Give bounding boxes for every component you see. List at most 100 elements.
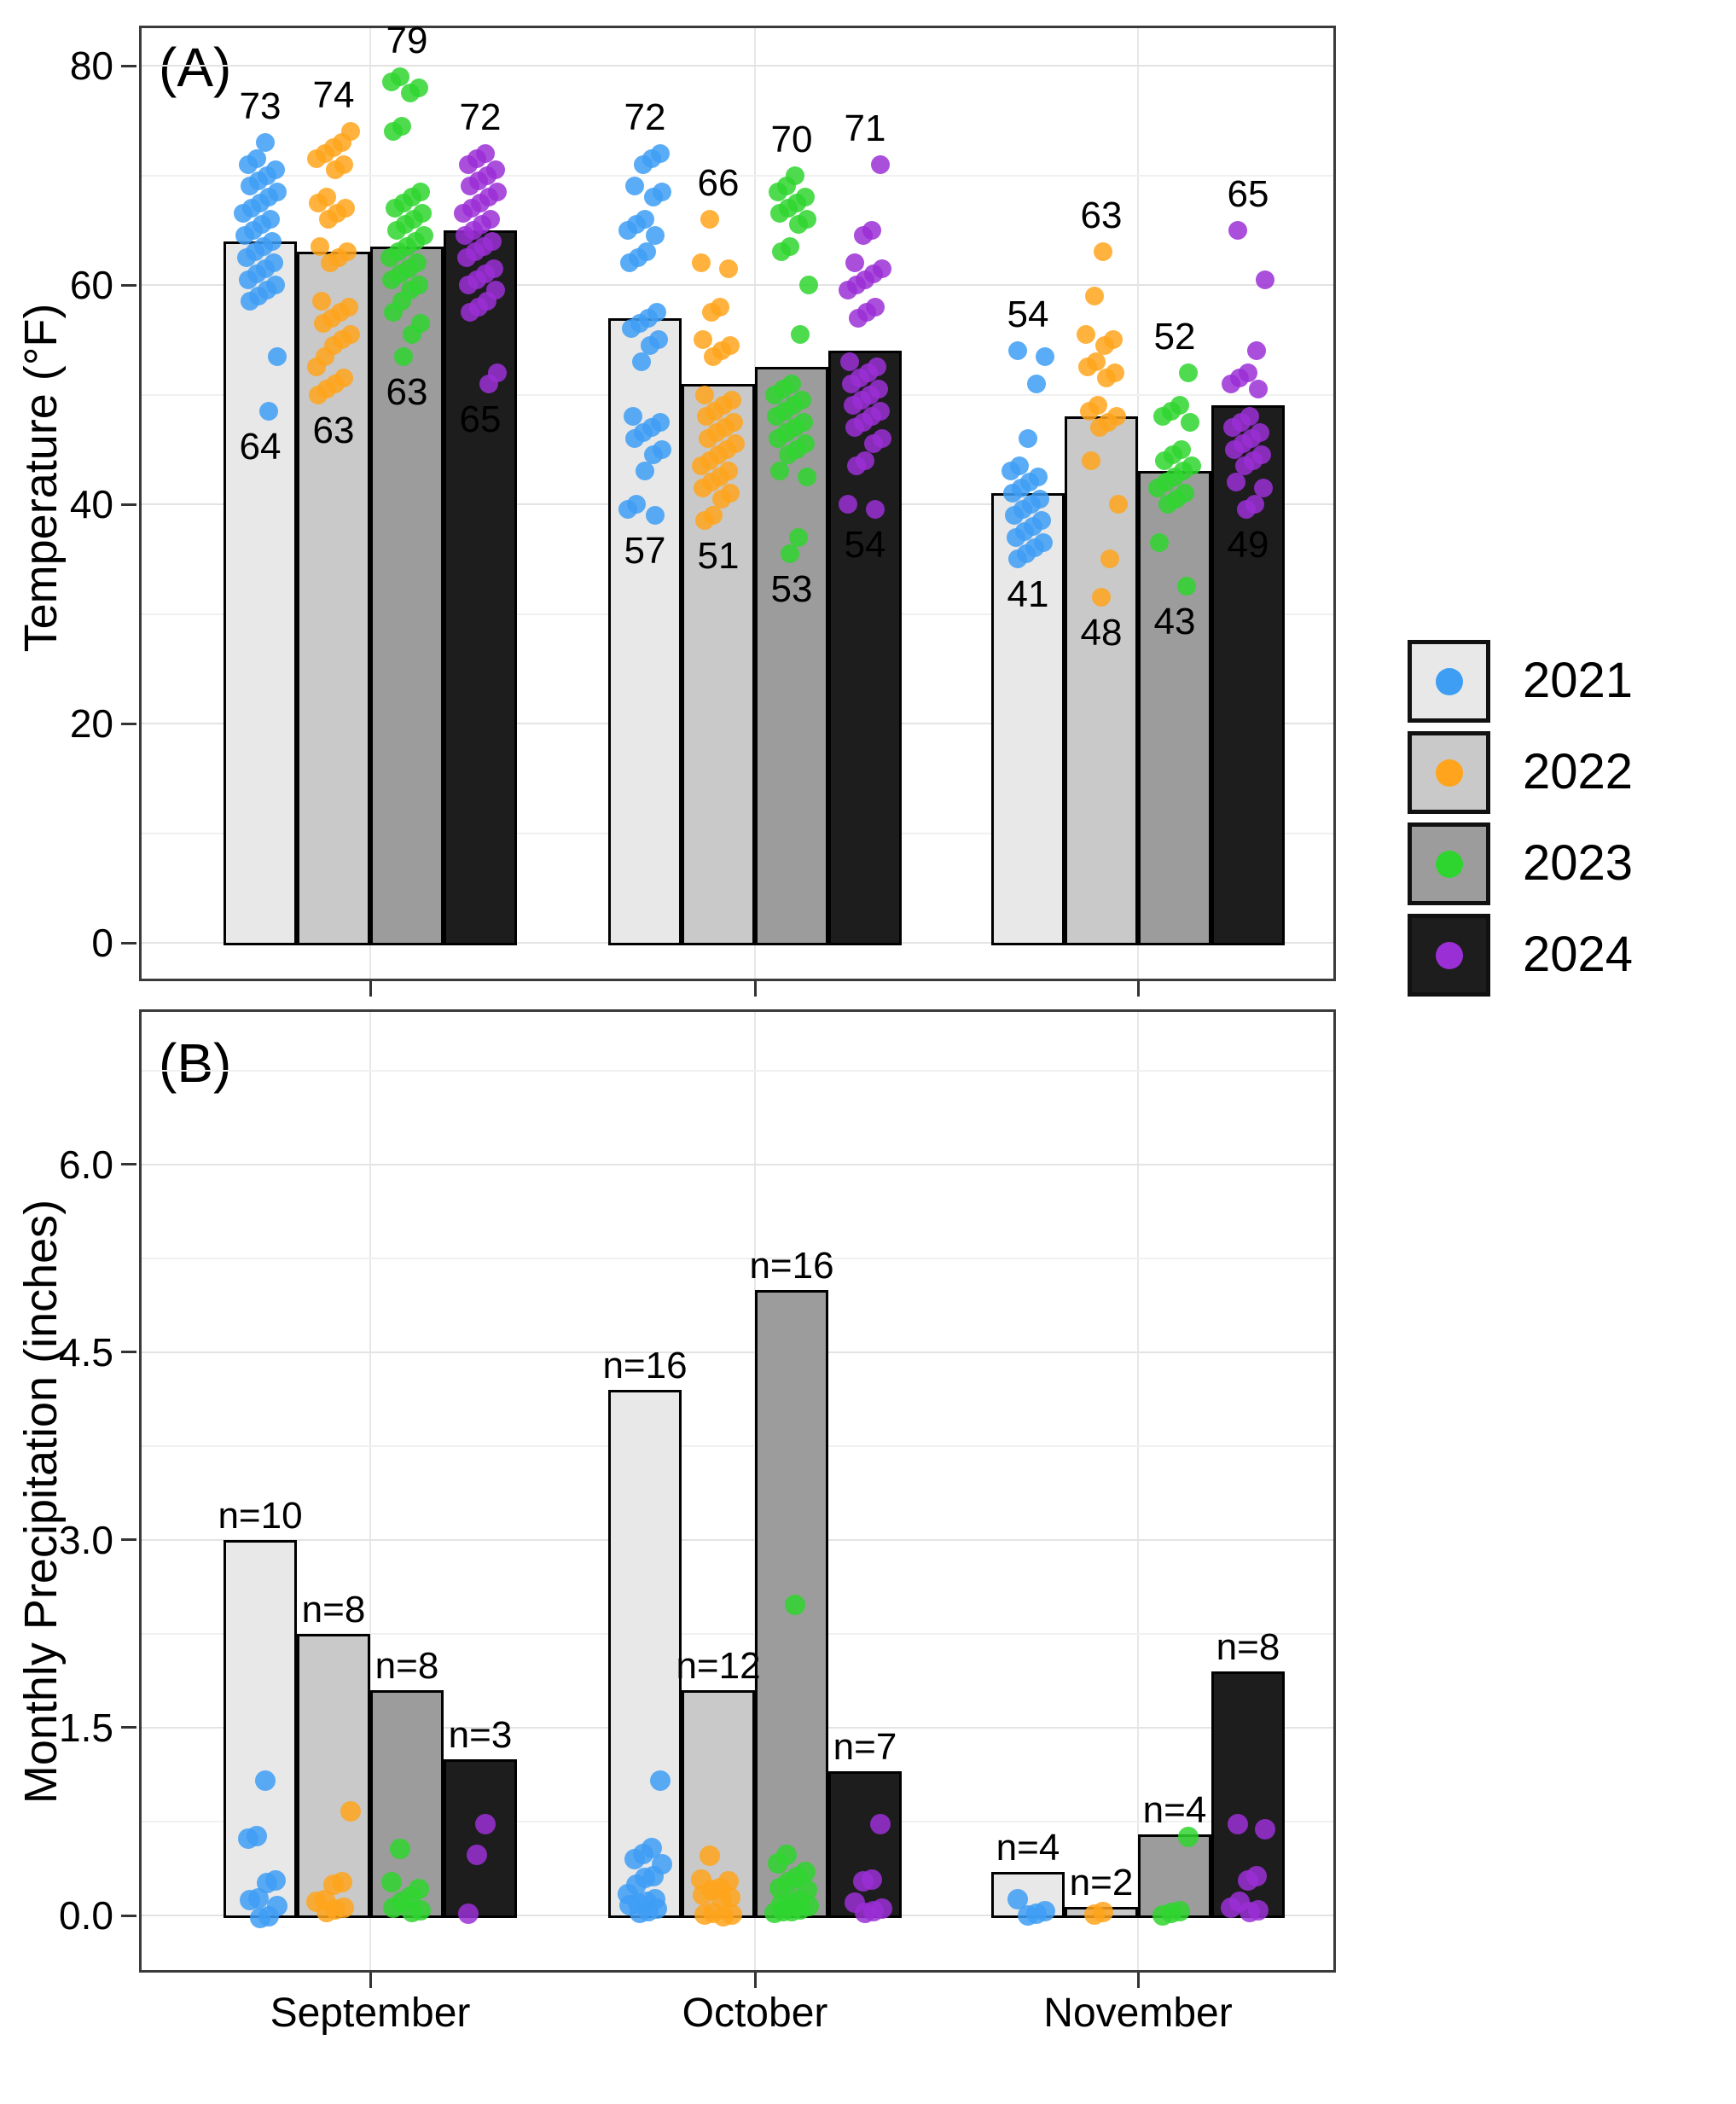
data-point-2022-October (700, 209, 719, 229)
major-gridline (142, 1163, 1333, 1165)
data-point-2023-September (402, 1902, 422, 1922)
data-point-2024-November (1247, 341, 1266, 361)
y-axis-tick-label: 4.5 (59, 1329, 113, 1375)
bar-2021-October (608, 1389, 682, 1918)
bar-2024-November (1211, 405, 1285, 945)
data-point-2024-October (844, 396, 862, 416)
minor-gridline (142, 174, 1333, 177)
data-point-2023-October (789, 215, 808, 235)
v-gridline-November (1137, 1012, 1139, 1970)
y-axis-tick-label: 40 (69, 482, 113, 526)
bar-2022-October (682, 383, 755, 945)
data-point-2024-October (842, 374, 861, 393)
count-label-2023-November: n=4 (1142, 1788, 1207, 1831)
data-point-2024-October (870, 1813, 891, 1834)
max-label-2023-October: 70 (770, 118, 813, 160)
data-point-2022-November (1090, 418, 1109, 438)
data-point-2023-October (770, 462, 789, 481)
data-point-2024-October (855, 1903, 875, 1923)
data-point-2021-October (646, 505, 665, 525)
y-axis-tick-label: 3.0 (59, 1517, 113, 1562)
bar-2021-October (608, 317, 682, 945)
y-axis-tick-label: 0.0 (59, 1893, 113, 1938)
data-point-2021-October (618, 500, 637, 520)
data-point-2021-September (239, 154, 258, 174)
data-point-2024-October (864, 434, 883, 454)
y-axis-tick-label: 6.0 (59, 1142, 113, 1187)
panel-a-y-axis-title: Temperature (°F) (15, 303, 67, 653)
data-point-2024-September (461, 177, 479, 196)
data-point-2022-September (312, 292, 331, 311)
data-point-2021-September (255, 1770, 276, 1791)
data-point-2024-November (1228, 1813, 1248, 1834)
data-point-2024-November (1222, 374, 1240, 393)
legend-key-2023 (1408, 822, 1490, 905)
data-point-2021-September (234, 204, 253, 224)
data-point-2023-October (764, 1903, 785, 1923)
data-point-2021-October (620, 253, 639, 273)
max-label-2021-November: 54 (1007, 294, 1049, 336)
data-point-2022-October (693, 1885, 713, 1905)
data-point-2024-November (1235, 456, 1254, 476)
x-axis-label-september: September (270, 1991, 471, 2036)
data-point-2024-October (839, 495, 857, 514)
data-point-2023-November (1153, 407, 1172, 427)
data-point-2021-November (1036, 346, 1054, 366)
mean-label-2022-November: 48 (1080, 612, 1123, 654)
data-point-2024-October (854, 226, 873, 246)
data-point-2023-October (798, 467, 816, 486)
count-label-2021-September: n=10 (218, 1494, 303, 1537)
data-point-2022-September (307, 357, 326, 377)
y-axis-tick (121, 1351, 136, 1354)
data-point-2023-September (390, 1839, 410, 1860)
data-point-2021-September (250, 1908, 270, 1928)
data-point-2021-September (237, 247, 256, 267)
bar-2024-October (828, 1771, 902, 1918)
data-point-2023-September (401, 84, 420, 103)
v-gridline-September (369, 1012, 371, 1970)
max-label-2023-November: 52 (1153, 315, 1196, 357)
count-label-2024-October: n=7 (833, 1726, 897, 1769)
mean-label-2024-September: 65 (459, 398, 502, 440)
mean-label-2023-September: 63 (386, 370, 428, 413)
bar-2021-November (991, 493, 1065, 945)
data-point-2024-November (1228, 220, 1247, 240)
bar-2023-October (755, 367, 828, 945)
y-axis-tick (121, 503, 136, 506)
data-point-2022-October (694, 1903, 715, 1925)
mean-label-2021-November: 41 (1007, 573, 1049, 616)
data-point-2024-October (839, 281, 857, 300)
mean-label-2022-October: 51 (697, 535, 740, 578)
max-label-2024-October: 71 (844, 107, 886, 149)
data-point-2021-October (625, 428, 644, 448)
major-gridline (142, 1351, 1333, 1353)
count-label-2022-November: n=2 (1069, 1861, 1134, 1903)
data-point-2023-November (1179, 363, 1198, 382)
data-point-2023-October (768, 1853, 788, 1874)
y-axis-tick-label: 1.5 (59, 1705, 113, 1750)
data-point-2023-October (789, 527, 808, 547)
data-point-2021-November (1002, 462, 1020, 481)
y-axis-tick (121, 283, 136, 287)
data-point-2024-November (1225, 439, 1244, 459)
data-point-2023-September (387, 220, 406, 240)
data-point-2023-October (781, 543, 799, 563)
data-point-2022-October (694, 330, 712, 350)
data-point-2023-November (1148, 478, 1167, 497)
data-point-2023-November (1152, 1905, 1173, 1926)
bar-2021-September (224, 241, 297, 945)
data-point-2022-October (695, 385, 714, 404)
data-point-2023-November (1181, 412, 1199, 432)
data-point-2021-September (241, 292, 259, 311)
data-point-2023-October (765, 385, 784, 404)
data-point-2023-October (772, 242, 791, 262)
x-axis-label-october: October (682, 1991, 828, 2036)
data-point-2021-October (618, 220, 637, 240)
data-point-2021-November (1005, 505, 1024, 525)
x-axis-tick (1136, 1973, 1140, 1988)
data-point-2024-October (849, 308, 868, 328)
data-point-2024-November (1221, 1897, 1241, 1918)
major-gridline (142, 1538, 1333, 1541)
major-gridline (142, 284, 1333, 286)
